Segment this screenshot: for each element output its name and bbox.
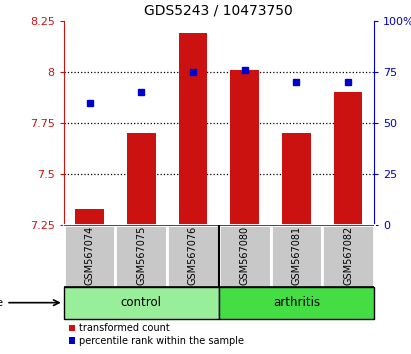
- Bar: [270, 225, 322, 287]
- Bar: [127, 133, 155, 225]
- Text: GSM567080: GSM567080: [240, 226, 250, 285]
- Bar: [219, 287, 374, 319]
- Bar: [334, 92, 363, 225]
- Bar: [167, 225, 219, 287]
- Text: GSM567081: GSM567081: [291, 226, 301, 285]
- Bar: [179, 34, 207, 225]
- Text: control: control: [121, 296, 162, 309]
- Text: GSM567082: GSM567082: [343, 226, 353, 285]
- Text: GSM567074: GSM567074: [85, 226, 95, 285]
- Bar: [64, 225, 115, 287]
- Text: disease state: disease state: [0, 298, 59, 308]
- Bar: [115, 225, 167, 287]
- Title: GDS5243 / 10473750: GDS5243 / 10473750: [145, 3, 293, 17]
- Bar: [322, 225, 374, 287]
- Bar: [219, 225, 270, 287]
- Text: arthritis: arthritis: [273, 296, 320, 309]
- Text: GSM567076: GSM567076: [188, 226, 198, 285]
- Bar: [64, 287, 219, 319]
- Text: GSM567075: GSM567075: [136, 226, 146, 285]
- Bar: [75, 209, 104, 225]
- Legend: transformed count, percentile rank within the sample: transformed count, percentile rank withi…: [69, 324, 244, 346]
- Bar: [231, 70, 259, 225]
- Bar: [282, 133, 311, 225]
